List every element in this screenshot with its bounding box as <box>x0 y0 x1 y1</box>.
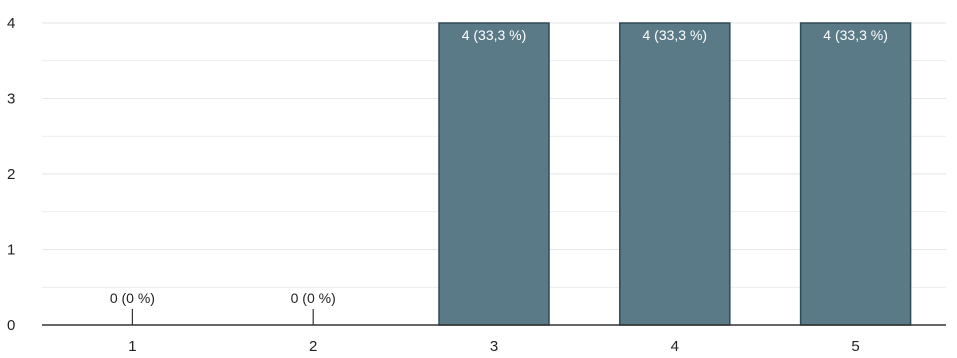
data-label: 4 (33,3 %) <box>643 27 708 43</box>
y-tick-label: 4 <box>7 15 15 32</box>
x-tick-label: 1 <box>128 338 136 355</box>
y-axis-ticks: 0 1 2 3 4 <box>7 15 15 334</box>
y-tick-label: 1 <box>7 242 15 259</box>
data-label: 4 (33,3 %) <box>823 27 888 43</box>
x-tick-label: 4 <box>671 338 679 355</box>
data-label: 0 (0 %) <box>291 290 336 306</box>
x-axis-ticks: 1 2 3 4 5 <box>128 338 860 355</box>
x-tick-label: 2 <box>309 338 317 355</box>
y-tick-label: 0 <box>7 317 15 334</box>
y-tick-label: 2 <box>7 166 15 183</box>
x-tick-label: 5 <box>851 338 859 355</box>
bar-3 <box>438 22 550 326</box>
data-label: 0 (0 %) <box>110 290 155 306</box>
data-label: 4 (33,3 %) <box>462 27 527 43</box>
bar-5 <box>799 22 912 326</box>
x-tick-label: 3 <box>490 338 498 355</box>
y-tick-label: 3 <box>7 91 15 108</box>
data-labels: 0 (0 %) 0 (0 %) 4 (33,3 %) 4 (33,3 %) 4 (33,… <box>110 27 888 306</box>
bar-4 <box>619 22 731 326</box>
